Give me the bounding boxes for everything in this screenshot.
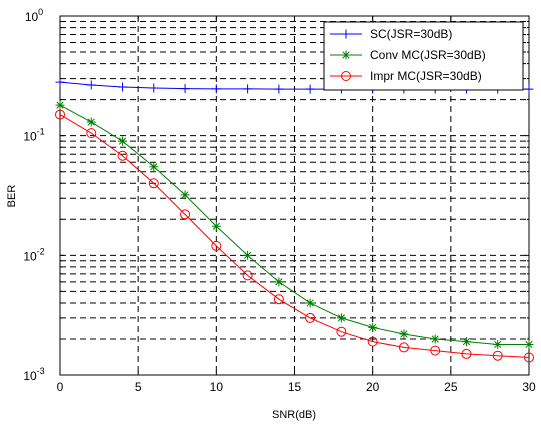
star-marker [86,117,96,127]
plus-marker [524,84,534,94]
star-marker [341,50,351,60]
y-tick-base: 10 [23,130,37,144]
circle-marker [242,270,253,281]
plus-marker [118,82,128,92]
circle-marker [117,150,128,161]
legend-entry: SC(JSR=30dB) [330,27,452,41]
star-marker [211,221,221,231]
plus-marker [55,77,65,87]
x-tick-label: 10 [210,380,224,394]
star-marker [274,277,284,287]
legend-label: Impr MC(JSR=30dB) [370,69,482,83]
y-tick-base: 10 [25,10,39,24]
circle-marker [492,350,503,361]
plus-marker [180,84,190,94]
legend-box [323,21,524,91]
y-tick-base: 10 [23,369,37,383]
y-tick-exponent: -3 [37,366,45,376]
legend-label: Conv MC(JSR=30dB) [370,48,486,62]
series-line [59,114,530,359]
x-tick-label: 0 [57,380,64,394]
circle-marker [430,345,441,356]
y-tick-exponent: -2 [37,246,45,256]
series-star [55,100,534,349]
y-tick-label: 10-3 [23,366,44,383]
x-axis-label: SNR(dB) [272,409,316,421]
circle-marker [398,342,409,353]
x-tick-label: 25 [444,380,458,394]
x-tick-label: 30 [522,380,536,394]
star-marker [305,298,315,308]
star-marker [368,322,378,332]
circle-marker [148,178,159,189]
legend-label: SC(JSR=30dB) [370,27,452,41]
x-tick-label: 20 [366,380,380,394]
circle-marker [367,336,378,347]
legend: SC(JSR=30dB) Conv MC(JSR=30dB) Impr MC(JSR… [323,21,524,91]
star-marker [180,190,190,200]
y-tick-base: 10 [23,249,37,263]
legend-entry: Impr MC(JSR=30dB) [330,69,482,83]
circle-marker [524,352,534,363]
circle-marker [180,209,191,220]
x-tick-label: 5 [135,380,142,394]
circle-marker [86,128,97,139]
series-line [59,104,529,345]
star-marker [430,334,440,344]
series-circle [55,109,534,363]
plus-marker [243,84,253,94]
circle-marker [341,71,351,81]
star-marker [493,339,503,349]
star-marker [461,337,471,347]
star-marker [55,100,65,110]
circle-marker [211,240,222,251]
star-marker [524,339,534,349]
y-tick-exponent: -1 [37,127,45,137]
y-tick-label: 100 [25,7,43,24]
y-tick-label: 10-2 [23,246,44,263]
y-tick-exponent: 0 [38,7,43,17]
star-marker [336,313,346,323]
plus-marker [149,83,159,93]
y-tick-label: 10-1 [23,127,44,144]
circle-marker [336,326,347,337]
star-marker [243,250,253,260]
plus-marker [274,84,284,94]
circle-marker [461,348,472,359]
circle-marker [305,312,316,323]
legend-entry: Conv MC(JSR=30dB) [330,48,486,62]
plus-marker [211,84,221,94]
star-marker [399,329,409,339]
plus-marker [86,80,96,90]
star-marker [118,136,128,146]
plus-marker [305,84,315,94]
x-tick-label: 15 [288,380,302,394]
circle-marker [273,294,284,305]
circle-marker [55,109,65,120]
star-marker [149,162,159,172]
plus-marker [341,29,351,39]
y-axis-label: BER [6,185,18,208]
